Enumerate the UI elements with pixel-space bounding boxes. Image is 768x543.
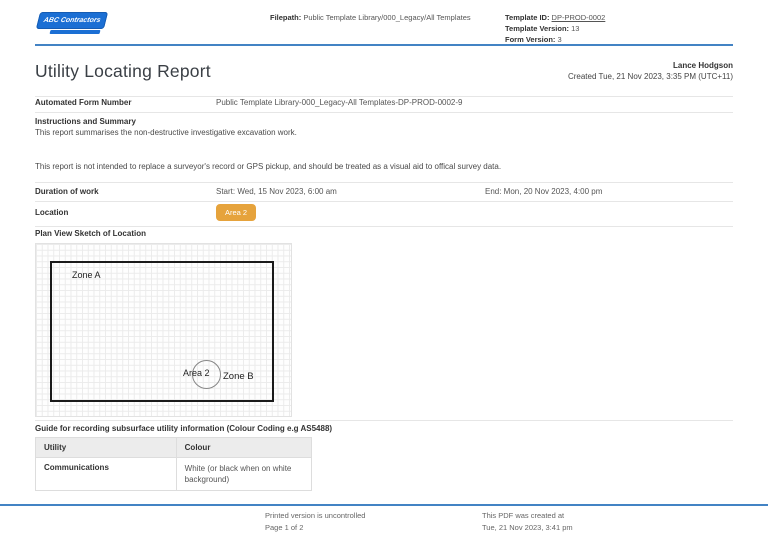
form-version-value: 3 [557,35,562,44]
template-version-label: Template Version: [505,24,570,33]
sketch-label: Plan View Sketch of Location [35,229,146,238]
header-divider-line [35,44,733,46]
filepath-value: Public Template Library/000_Legacy/All T… [303,13,471,22]
template-id-label: Template ID: [505,13,550,22]
row-divider [35,201,733,202]
sketch-zone-b-label: Zone B [223,371,254,382]
row-divider [35,112,733,113]
form-version-row: Form Version: 3 [505,34,605,45]
automated-form-number-label: Automated Form Number [35,98,132,107]
location-badge: Area 2 [216,204,257,221]
company-logo-text: ABC Contractors [42,17,102,24]
template-version-row: Template Version: 13 [505,23,605,34]
duration-end-value: End: Mon, 20 Nov 2023, 4:00 pm [485,187,603,196]
template-version-value: 13 [571,24,580,33]
filepath: Filepath: Public Template Library/000_Le… [270,13,471,22]
created-timestamp: Created Tue, 21 Nov 2023, 3:35 PM (UTC+1… [567,72,733,81]
created-block: Lance Hodgson Created Tue, 21 Nov 2023, … [568,60,733,82]
colour-column-header: Colour [175,437,313,458]
page-title: Utility Locating Report [35,61,211,81]
template-info: Template ID: DP-PROD-0002 Template Versi… [505,12,605,45]
plan-view-sketch-canvas: Zone A Area 2 Zone B [35,243,292,417]
row-divider [35,420,733,421]
footer-page-number: Page 1 of 2 [265,523,304,532]
utility-cell: Communications [35,457,177,491]
table-header-row: Utility Colour [35,437,313,458]
instructions-line2: This report is not intended to replace a… [35,162,502,171]
table-row: Communications White (or black when on w… [35,457,313,491]
form-version-label: Form Version: [505,35,556,44]
sketch-area-circle [192,360,221,389]
instructions-label: Instructions and Summary [35,117,136,126]
company-logo-shape: ABC Contractors [35,12,109,29]
template-id-row: Template ID: DP-PROD-0002 [505,12,605,23]
template-id-value: DP-PROD-0002 [551,13,606,22]
instructions-line1: This report summarises the non-destructi… [35,128,297,137]
utility-colour-table: Utility Colour Communications White (or … [35,437,313,491]
sketch-boundary-rectangle [50,261,274,402]
row-divider [35,182,733,183]
automated-form-number-value: Public Template Library-000_Legacy-All T… [216,98,463,107]
logo-tagline-strip [49,30,101,34]
footer-right-block: This PDF was created at Tue, 21 Nov 2023… [482,510,573,534]
duration-label: Duration of work [35,187,99,196]
sketch-area-label: Area 2 [183,368,210,378]
company-logo: ABC Contractors [35,12,109,34]
footer-created-label: This PDF was created at [482,511,565,520]
utility-column-header: Utility [35,437,177,458]
row-divider [35,96,733,97]
sketch-zone-a-label: Zone A [72,270,101,280]
duration-start-value: Start: Wed, 15 Nov 2023, 6:00 am [216,187,337,196]
filepath-label: Filepath: [270,13,302,22]
footer-divider-line [0,504,768,506]
colour-cell: White (or black when on white background… [175,457,313,491]
footer-created-timestamp: Tue, 21 Nov 2023, 3:41 pm [482,523,573,532]
location-label: Location [35,208,69,217]
footer-left-block: Printed version is uncontrolled Page 1 o… [265,510,365,534]
row-divider [35,226,733,227]
guide-label: Guide for recording subsurface utility i… [35,424,333,433]
author-name: Lance Hodgson [672,61,733,70]
footer-uncontrolled-note: Printed version is uncontrolled [265,511,366,520]
